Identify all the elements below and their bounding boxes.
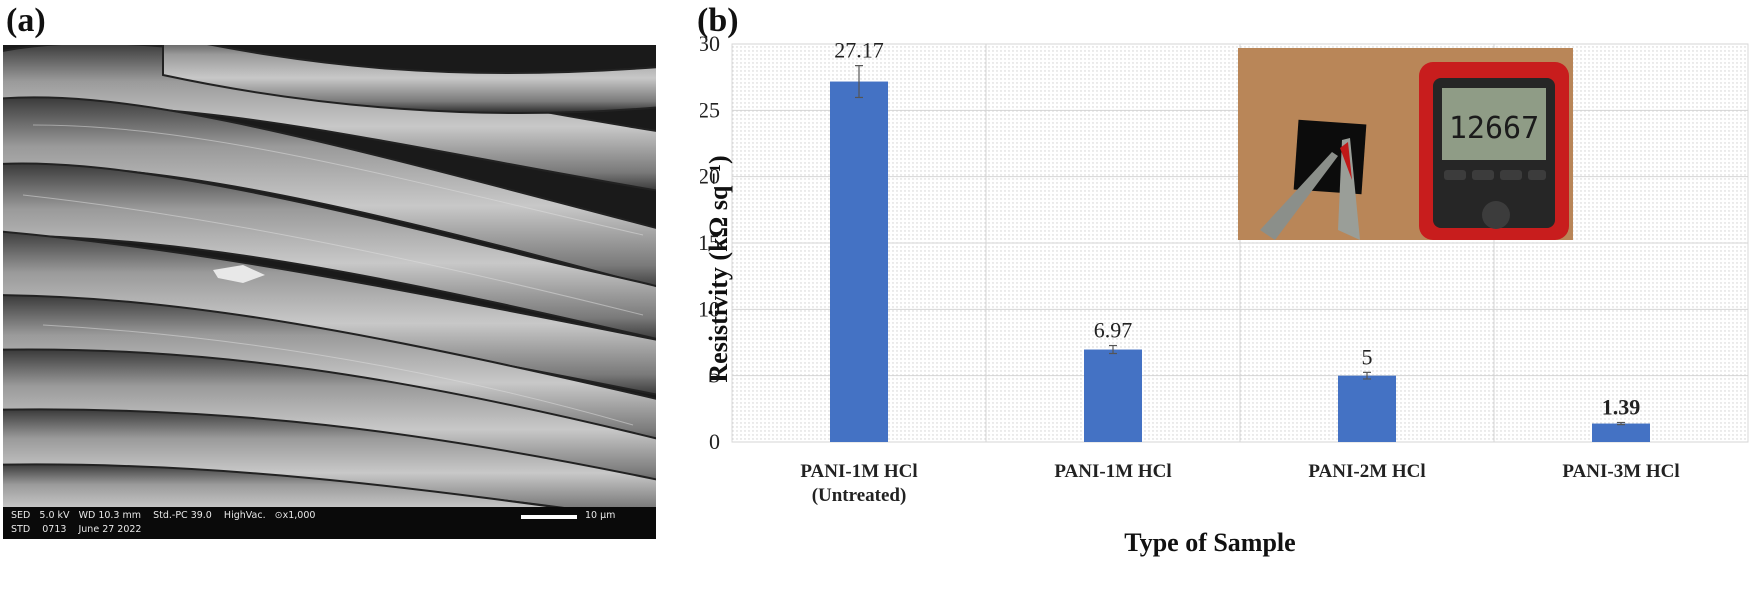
data-label: 27.17 (834, 38, 884, 63)
sem-micrograph: SED 5.0 kV WD 10.3 mm Std.-PC 39.0 HighV… (3, 45, 656, 539)
sem-scale-bar (521, 515, 577, 519)
x-category-label: PANI-2M HCl (1308, 461, 1425, 482)
y-axis-title: Resistivity (kΩ sq⁻¹) (704, 155, 733, 382)
x-category-label: PANI-1M HCl (1054, 461, 1171, 482)
bar (1592, 423, 1650, 442)
resistivity-chart: 27.17 6.97 5 1.39 0 5 10 15 20 25 30 PANI-1M HCl (… (698, 30, 1755, 597)
data-label: 5 (1362, 344, 1373, 369)
sem-info-row-2: STD 0713 June 27 2022 (11, 524, 142, 535)
panel-label-b: (b) (697, 2, 739, 39)
meter-reading: 12667 (1449, 111, 1539, 146)
bars: 27.17 6.97 5 1.39 (830, 38, 1650, 442)
y-tick-label: 10 (700, 296, 720, 321)
sem-scale-label: 10 μm (585, 510, 616, 521)
y-tick-labels: 0 5 10 15 20 25 30 (698, 31, 720, 454)
bar (830, 81, 888, 442)
data-label: 6.97 (1094, 318, 1133, 343)
x-category-labels: PANI-1M HCl (Untreated) PANI-1M HCl PANI-2M… (800, 461, 1679, 506)
y-tick-label: 30 (700, 31, 720, 56)
bar (1084, 349, 1142, 442)
inset-photo-multimeter: 12667 (1238, 48, 1573, 240)
sem-info-row-1: SED 5.0 kV WD 10.3 mm Std.-PC 39.0 HighV… (11, 510, 316, 521)
data-label: 1.39 (1602, 394, 1641, 419)
bar (1338, 375, 1396, 442)
sem-info-bar: SED 5.0 kV WD 10.3 mm Std.-PC 39.0 HighV… (3, 507, 656, 539)
sem-fiber-image (3, 45, 656, 507)
x-category-label: (Untreated) (812, 485, 907, 506)
y-tick-label: 20 (700, 164, 720, 189)
y-tick-label: 5 (709, 363, 720, 388)
y-tick-label: 0 (709, 429, 720, 454)
x-category-label: PANI-3M HCl (1562, 461, 1679, 482)
x-axis-title: Type of Sample (1124, 528, 1295, 557)
y-tick-label: 25 (700, 97, 720, 122)
panel-label-a: (a) (6, 2, 46, 39)
y-tick-label: 15 (700, 230, 720, 255)
chart-svg: 27.17 6.97 5 1.39 0 5 10 15 20 25 30 PANI-1M HCl (… (698, 31, 1749, 557)
x-category-label: PANI-1M HCl (800, 461, 917, 482)
